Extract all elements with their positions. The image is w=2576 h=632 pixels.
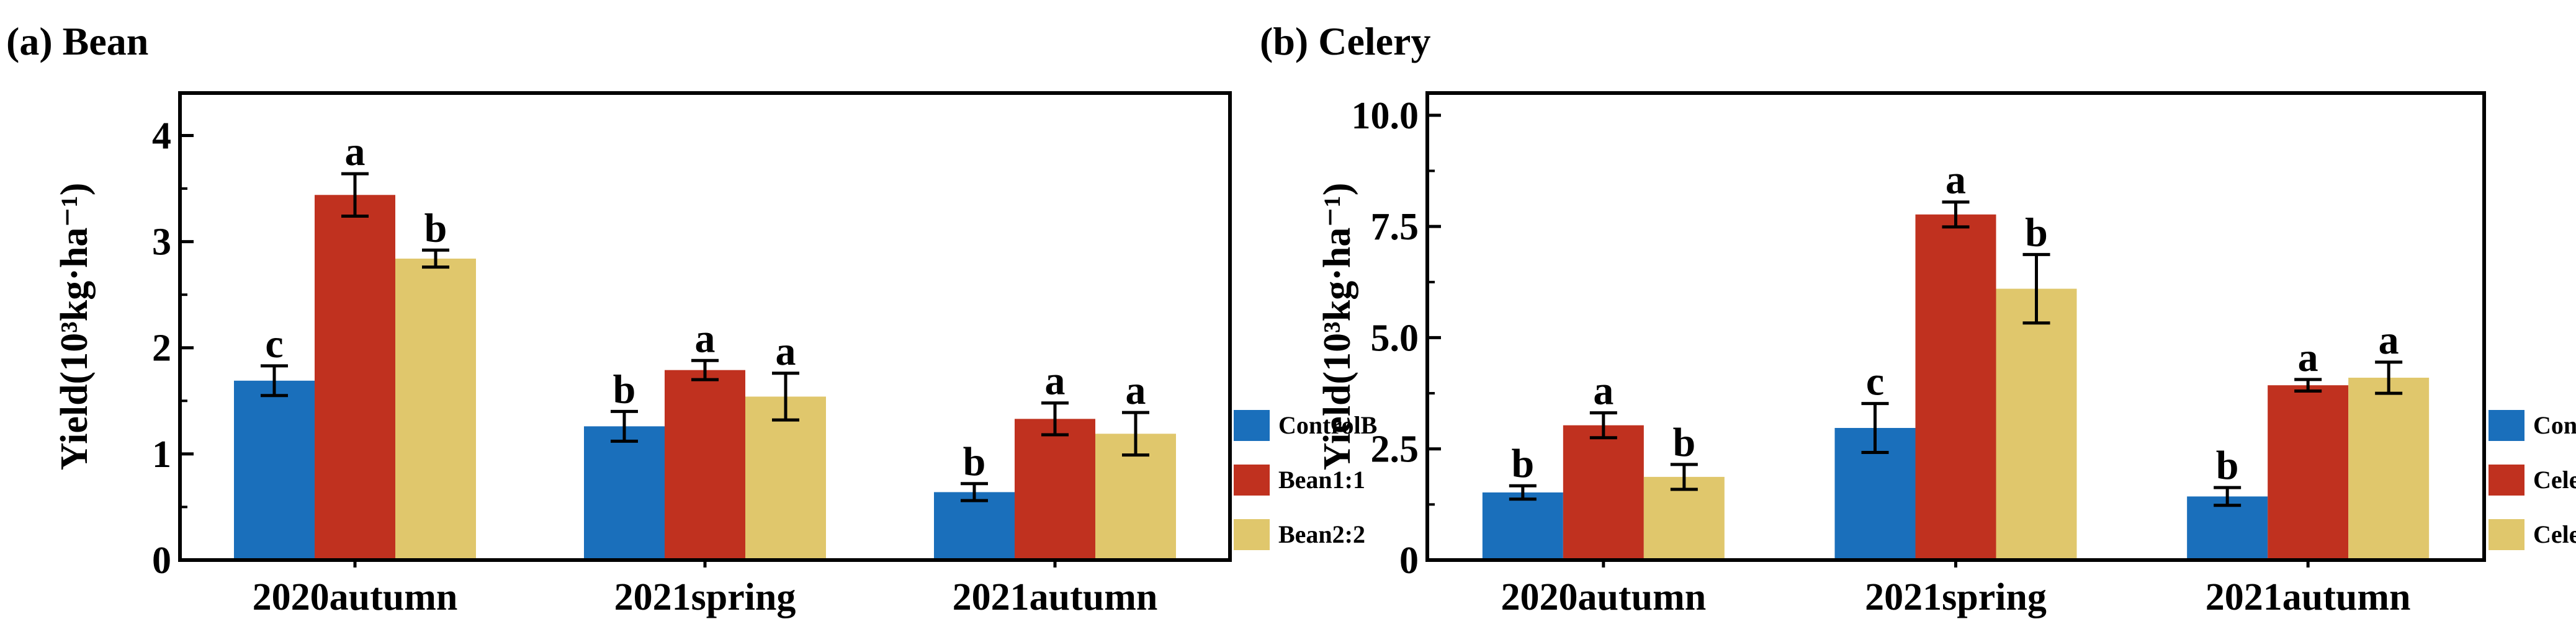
legend-swatch [2488,465,2524,496]
x-tick-label: 2020autumn [1501,576,1706,618]
y-tick-label: 0 [152,540,171,582]
bar-controlc [2187,496,2268,560]
bar-bean1-1 [315,195,395,561]
bar-celery2-2 [1996,288,2077,560]
significance-letter: b [2216,443,2239,488]
significance-letter: a [2298,335,2318,380]
y-tick-label: 5.0 [1371,317,1419,359]
bar-bean1-1 [1015,419,1095,560]
significance-letter: a [695,316,716,361]
y-tick-label: 0 [1399,540,1419,582]
bar-controlb [934,492,1015,560]
significance-letter: b [613,367,636,412]
bar-controlb [584,426,665,560]
significance-letter: a [1945,158,1966,203]
panel-title: (b) Celery [1260,19,1430,63]
significance-letter: a [2379,318,2399,363]
legend-swatch [2488,410,2524,441]
plot-frame [178,91,1232,562]
legend-swatch [1234,519,1270,550]
legend-swatch [1234,410,1270,441]
significance-letter: a [1593,368,1613,414]
x-tick-label: 2021autumn [953,576,1158,618]
significance-letter: b [424,205,447,251]
legend-label: Celery2:2 [2533,520,2576,548]
y-axis-label: Yield(10³kg·ha⁻¹) [1316,183,1358,471]
y-tick-label: 7.5 [1371,206,1419,248]
significance-letter: b [1511,441,1534,486]
x-tick-label: 2021autumn [2206,576,2411,618]
panel-celery: (b) Celery Yield(10³kg·ha⁻¹) b a b 2020autumn… [1260,19,2576,618]
y-tick-label: 3 [152,221,171,264]
bar-bean2-2 [745,396,826,560]
significance-letter: a [776,329,796,374]
bar-controlb [234,380,315,560]
bar-celery1-1 [1915,214,1996,560]
significance-letter: a [345,129,366,174]
y-tick-label: 4 [152,115,171,157]
significance-letter: b [963,439,986,484]
significance-letter: b [1672,420,1695,465]
bar-bean2-2 [395,258,476,560]
x-tick-label: 2021spring [1865,576,2047,618]
significance-letter: a [1045,358,1066,404]
legend-label: Bean2:2 [1278,520,1365,548]
plot-frame [1425,91,2486,562]
legend-swatch [1234,465,1270,496]
bar-celery1-1 [2268,385,2349,560]
y-axis-label: Yield(10³kg·ha⁻¹) [53,183,96,471]
y-tick-label: 10.0 [1352,95,1419,137]
panel-title: (a) Bean [6,19,148,63]
legend-label: Bean1:1 [1278,466,1365,494]
y-tick-label: 2 [152,327,171,370]
significance-letter: c [265,321,283,367]
bar-bean1-1 [665,370,745,560]
significance-letter: a [1126,368,1146,413]
x-tick-label: 2020autumn [253,576,458,618]
x-tick-label: 2021spring [614,576,796,618]
significance-letter: b [2025,210,2048,255]
significance-letter: c [1866,359,1884,404]
legend-swatch [2488,519,2524,550]
y-tick-label: 2.5 [1371,429,1419,471]
panel-bean: (a) Bean Yield(10³kg·ha⁻¹) c a b 2020autumn b a… [6,19,1377,618]
bar-controlc [1482,492,1563,560]
legend-label: Celery1:1 [2533,466,2576,494]
bar-celery2-2 [2348,377,2430,560]
legend-label: ControlC [2533,411,2576,439]
bar-celery1-1 [1563,425,1644,560]
legend-label: ControlB [1278,411,1377,439]
y-tick-label: 1 [152,434,171,476]
